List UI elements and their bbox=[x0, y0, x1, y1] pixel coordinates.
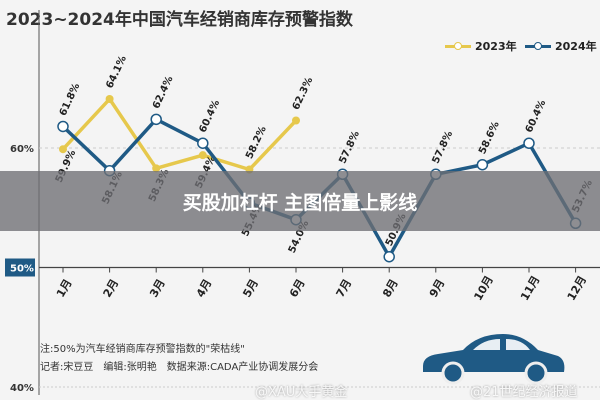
legend-swatch-2024 bbox=[525, 41, 551, 50]
legend-item-2024: 2024年 bbox=[525, 38, 597, 54]
data-point bbox=[59, 145, 67, 154]
x-tick-label: 1月 bbox=[54, 277, 75, 300]
y-tick-label: 60% bbox=[10, 144, 34, 155]
series-line-2023年 bbox=[61, 97, 298, 172]
data-label: 57.8% bbox=[431, 129, 456, 165]
data-point bbox=[105, 95, 114, 104]
data-point bbox=[523, 137, 535, 149]
x-tick-label: 10月 bbox=[471, 274, 495, 303]
data-point bbox=[292, 116, 300, 125]
chart-credits: 记者:宋豆豆 编辑:张明艳 数据来源:CADA产业协调发展分会 bbox=[40, 362, 319, 373]
legend-swatch-2023 bbox=[445, 41, 471, 50]
x-tick-label: 4月 bbox=[194, 277, 215, 300]
x-tick-label: 7月 bbox=[334, 277, 355, 300]
data-label: 58.6% bbox=[477, 120, 502, 156]
x-tick-label: 8月 bbox=[380, 277, 401, 300]
x-tick-label: 3月 bbox=[147, 277, 168, 300]
x-tick-label: 6月 bbox=[287, 277, 308, 300]
legend-label-2023: 2023年 bbox=[475, 40, 517, 53]
data-label: 61.8% bbox=[58, 82, 83, 118]
data-label: 60.4% bbox=[524, 98, 549, 134]
x-tick-label: 9月 bbox=[427, 277, 448, 300]
overlay-banner: 买股加杠杆 主图倍量上影线 bbox=[0, 171, 600, 231]
y-tick-50-background bbox=[5, 258, 35, 277]
x-tick-label: 11月 bbox=[518, 274, 542, 303]
y-tick-label: 50% bbox=[10, 264, 34, 275]
chart-title: 2023~2024年中国汽车经销商库存预警指数 bbox=[6, 10, 353, 30]
data-label: 64.1% bbox=[104, 54, 129, 90]
data-label: 62.3% bbox=[291, 76, 316, 112]
data-point bbox=[57, 120, 69, 133]
data-point bbox=[150, 113, 162, 126]
data-point bbox=[152, 164, 161, 173]
watermark: @XAU大手黄金 bbox=[255, 385, 348, 400]
watermark: @21世纪经济报道 bbox=[470, 385, 578, 400]
data-label: 60.4% bbox=[198, 98, 223, 134]
data-label: 62.4% bbox=[151, 74, 176, 110]
data-point bbox=[383, 250, 395, 263]
x-tick-label: 2月 bbox=[101, 277, 122, 300]
x-tick-label: 5月 bbox=[240, 277, 261, 300]
car-icon bbox=[423, 334, 565, 385]
data-point bbox=[198, 151, 207, 160]
legend-item-2023: 2023年 bbox=[445, 38, 517, 54]
x-tick-label: 12月 bbox=[565, 274, 589, 303]
legend-label-2024: 2024年 bbox=[555, 40, 597, 53]
data-point bbox=[476, 158, 489, 171]
chart-note: 注:50%为汽车经销商库存预警指数的"荣枯线" bbox=[40, 344, 245, 355]
y-tick-label: 40% bbox=[10, 383, 34, 394]
data-point bbox=[197, 137, 209, 149]
